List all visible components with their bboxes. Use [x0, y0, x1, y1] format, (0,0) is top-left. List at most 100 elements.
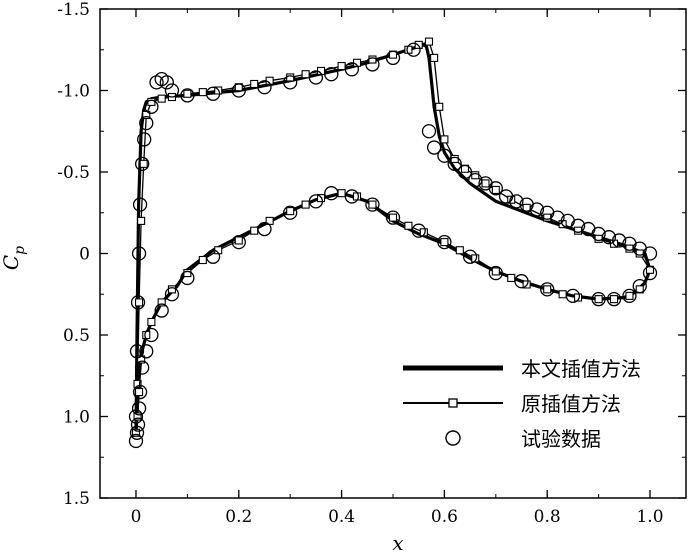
- series-3-point: [130, 417, 146, 432]
- series-3-point: [591, 291, 606, 307]
- series-3-point: [283, 75, 298, 90]
- series-2-point: [286, 207, 295, 216]
- axes: [99, 8, 687, 499]
- series-2-point: [135, 298, 144, 307]
- series-3-point: [159, 75, 174, 90]
- series-2-point: [419, 228, 428, 237]
- y-axis-label-sub: p: [12, 246, 28, 255]
- series-2-point: [135, 387, 144, 397]
- series-2-point: [404, 45, 413, 54]
- y-tick-label: 0: [79, 245, 90, 265]
- series-2-point: [455, 246, 464, 255]
- series-layer: [128, 37, 658, 449]
- series-3-point: [144, 327, 159, 343]
- series-3-point: [632, 278, 647, 294]
- series-3-point: [231, 234, 246, 250]
- series-3-point: [488, 181, 503, 196]
- series-2-point: [424, 37, 434, 46]
- series-3-point: [129, 425, 145, 440]
- series-3-point: [514, 274, 529, 289]
- series-2-point: [507, 273, 516, 283]
- series-3-point: [128, 433, 144, 449]
- series-3-point: [591, 226, 606, 242]
- series-3-point: [385, 210, 401, 225]
- series-3-point: [622, 288, 637, 304]
- series-2-point: [594, 295, 603, 304]
- series-3-point: [540, 282, 555, 297]
- y-tick-label: 0.5: [63, 326, 90, 346]
- series-3-point: [130, 295, 146, 310]
- series-3-point: [135, 156, 150, 172]
- series-2-point: [594, 234, 603, 243]
- x-tick-label: 1.0: [636, 507, 663, 527]
- series-2-point: [491, 267, 500, 276]
- series-2-point: [139, 159, 148, 168]
- series-3-point: [257, 80, 272, 95]
- series-3-point: [365, 57, 380, 72]
- series-2-point: [404, 221, 413, 230]
- series-3-point: [437, 234, 452, 250]
- series-3-point: [642, 246, 658, 261]
- series-3-point: [365, 197, 380, 212]
- series-3-point: [565, 288, 581, 304]
- series-2-point: [450, 154, 459, 164]
- x-tick-label: 0.6: [431, 507, 458, 527]
- series-2-point: [574, 226, 583, 235]
- series-2-point: [435, 102, 444, 111]
- series-2-point: [635, 249, 644, 258]
- series-3-point: [308, 194, 324, 209]
- series-3-point: [180, 270, 195, 286]
- series-3-point: [129, 344, 145, 359]
- series-2-point: [286, 73, 295, 82]
- series-2-point: [625, 244, 634, 253]
- series-2-point: [142, 330, 151, 340]
- series-3-point: [135, 360, 150, 375]
- series-3-point: [570, 218, 586, 233]
- series-3-point: [257, 221, 272, 237]
- series-3-point: [468, 172, 483, 188]
- series-3-point: [131, 246, 147, 261]
- series-3-point: [128, 409, 144, 424]
- series-2-point: [301, 70, 310, 79]
- series-2-point: [368, 200, 377, 209]
- series-3-point: [606, 291, 622, 307]
- tick-marks: [100, 8, 686, 499]
- y-tick-label: -0.5: [57, 163, 90, 183]
- y-axis-label-main-text: C: [0, 255, 23, 270]
- series-3-point: [642, 265, 658, 281]
- series-3-point: [205, 86, 221, 101]
- series-3-point: [411, 223, 426, 238]
- series-3-point: [488, 265, 503, 281]
- series-2-point: [471, 171, 480, 180]
- tick-labels: 0 0.2 0.4 0.6 0.8 1.0 -1.5 -1.0 -0.5 0 0.5 1.0 1.5: [57, 0, 663, 527]
- x-tick-label: 0.4: [328, 507, 355, 527]
- legend: 本文插值方法 原插值方法 试验数据: [403, 357, 641, 451]
- series-3-point: [139, 344, 154, 359]
- series-3-point: [406, 42, 421, 57]
- y-tick-label: 1.0: [63, 408, 90, 428]
- y-tick-label: 1.5: [63, 489, 90, 509]
- series-3-point: [529, 202, 545, 217]
- series-3-point: [509, 194, 524, 209]
- y-tick-label: -1.0: [57, 82, 90, 102]
- series-2-point: [133, 379, 142, 388]
- x-tick-label: 0.8: [534, 507, 561, 527]
- series-2-point: [430, 53, 439, 62]
- series-3-point: [462, 249, 478, 264]
- series-3-point: [131, 401, 147, 416]
- x-tick-label: 0: [131, 507, 142, 527]
- series-3-point: [231, 83, 246, 98]
- series-2-point: [167, 285, 177, 294]
- series-3-point: [421, 124, 437, 139]
- series-3-point: [283, 205, 298, 220]
- series-2-point: [491, 185, 500, 194]
- series-3-point: [324, 186, 339, 201]
- series-2-point: [543, 285, 552, 294]
- series-2-point: [352, 192, 362, 201]
- series-2-point: [558, 290, 567, 299]
- legend-label-series-3: 试验数据: [521, 427, 601, 451]
- series-2-point: [131, 428, 141, 437]
- series-2-point: [368, 55, 377, 64]
- series-2-point: [543, 213, 552, 222]
